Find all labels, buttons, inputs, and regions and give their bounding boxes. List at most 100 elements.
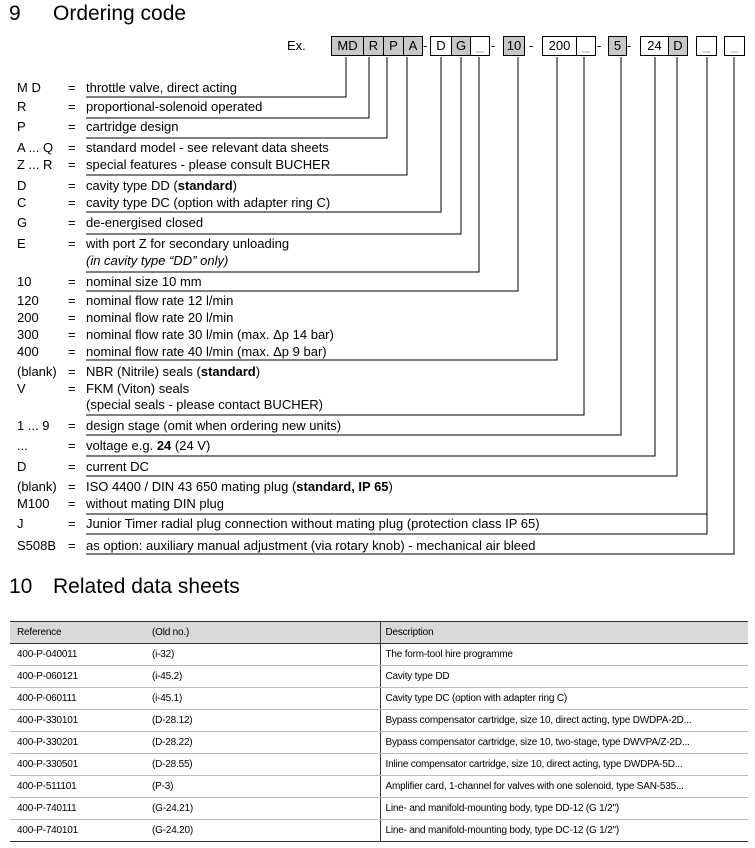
connector-line — [86, 57, 347, 98]
equals-sign: = — [68, 459, 76, 474]
code-separator: - — [597, 38, 602, 53]
cell-old-no: (i-32) — [145, 643, 380, 666]
description-text: special features - please consult BUCHER — [86, 157, 331, 172]
table-row: 400-P-740101 (G-24.20) Line- and manifold-… — [10, 819, 748, 842]
cell-description: Line- and manifold-mounting body, type D… — [379, 819, 748, 842]
equals-sign: = — [68, 418, 76, 433]
code-description: design stage (omit when ordering new uni… — [86, 418, 341, 434]
cell-reference: 400-P-511101 — [10, 775, 145, 798]
description-text: standard — [200, 364, 256, 379]
description-text: ) — [255, 364, 261, 379]
code-separator: - — [627, 38, 632, 53]
connector-line — [86, 57, 408, 176]
code-key: D — [17, 178, 27, 193]
cell-description: Cavity type DD — [379, 665, 748, 688]
cell-reference: 400-P-330101 — [10, 709, 145, 732]
equals-sign: = — [68, 293, 76, 308]
equals-sign: = — [68, 157, 76, 172]
table-row: 400-P-060121 (i-45.2) Cavity type DD — [10, 665, 748, 688]
code-box: MD — [331, 36, 364, 56]
description-text: nominal flow rate 40 l/min (max. Δp 9 ba… — [86, 344, 327, 359]
equals-sign: = — [68, 140, 76, 155]
code-separator: - — [423, 38, 428, 53]
description-text: proportional-solenoid operated — [86, 99, 263, 114]
cell-description: The form-tool hire programme — [379, 643, 748, 666]
equals-sign: = — [68, 381, 76, 396]
code-separator: - — [529, 38, 534, 53]
cell-description: Bypass compensator cartridge, size 10, d… — [379, 709, 748, 732]
equals-sign: = — [68, 479, 76, 494]
code-key: D — [17, 459, 27, 474]
cell-reference: 400-P-740111 — [10, 797, 145, 820]
code-box: _ — [576, 36, 596, 56]
code-description: ISO 4400 / DIN 43 650 mating plug (stand… — [86, 479, 393, 495]
code-description: FKM (Viton) seals — [86, 381, 189, 397]
code-key: 1 ... 9 — [17, 418, 50, 433]
code-key: 400 — [17, 344, 39, 359]
cell-old-no: (D-28.22) — [145, 731, 380, 754]
connector-line — [86, 57, 678, 477]
description-text: as option: auxiliary manual adjustment (… — [86, 538, 536, 553]
description-text: cavity type DC (option with adapter ring… — [86, 195, 331, 210]
code-box: _ — [724, 36, 745, 56]
description-text: without mating DIN plug — [86, 496, 225, 511]
equals-sign: = — [68, 236, 76, 251]
cell-description: Bypass compensator cartridge, size 10, t… — [379, 731, 748, 754]
code-box: A — [403, 36, 423, 56]
equals-sign: = — [68, 119, 76, 134]
equals-sign: = — [68, 80, 76, 95]
description-text: 24 — [156, 438, 172, 453]
code-description: proportional-solenoid operated — [86, 99, 262, 115]
description-text: Junior Timer radial plug connection with… — [86, 516, 540, 531]
code-key: V — [17, 381, 26, 396]
header-old-no: (Old no.) — [145, 621, 380, 644]
equals-sign: = — [68, 516, 76, 531]
code-key: 200 — [17, 310, 39, 325]
cell-old-no: (i-45.2) — [145, 665, 380, 688]
description-text: nominal flow rate 12 l/min — [86, 293, 234, 308]
cell-reference: 400-P-330201 — [10, 731, 145, 754]
code-description: cartridge design — [86, 119, 179, 135]
connector-line — [86, 57, 480, 273]
description-text: cartridge design — [86, 119, 179, 134]
description-text: throttle valve, direct acting — [86, 80, 238, 95]
cell-description: Amplifier card, 1-channel for valves wit… — [379, 775, 748, 798]
table-row: 400-P-330201 (D-28.22) Bypass compensator … — [10, 731, 748, 754]
cell-old-no: (i-45.1) — [145, 687, 380, 710]
cell-description: Inline compensator cartridge, size 10, d… — [379, 753, 748, 776]
description-text: standard, IP 65 — [296, 479, 389, 494]
section-10-heading: 10 Related data sheets — [9, 575, 240, 598]
code-key: Z ... R — [17, 157, 53, 172]
table-row: 400-P-511101 (P-3) Amplifier card, 1-chann… — [10, 775, 748, 798]
connector-line — [86, 57, 558, 361]
code-key: (blank) — [17, 479, 57, 494]
description-text: current DC — [86, 459, 149, 474]
description-text: de-energised closed — [86, 215, 204, 230]
code-key: 10 — [17, 274, 32, 289]
cell-reference: 400-P-330501 — [10, 753, 145, 776]
code-box: 10 — [503, 36, 525, 56]
equals-sign: = — [68, 538, 76, 553]
code-key: M100 — [17, 496, 50, 511]
code-separator: - — [491, 38, 496, 53]
code-description: nominal flow rate 30 l/min (max. Δp 14 b… — [86, 327, 334, 343]
cell-description: Cavity type DC (option with adapter ring… — [379, 687, 748, 710]
description-text: standard model - see relevant data sheet… — [86, 140, 329, 155]
connector-line — [86, 57, 656, 457]
description-text: NBR (Nitrile) seals ( — [86, 364, 201, 379]
table-header: Reference (Old no.) Description — [10, 621, 748, 644]
code-description: current DC — [86, 459, 149, 475]
connector-line — [86, 57, 519, 292]
equals-sign: = — [68, 195, 76, 210]
header-description: Description — [379, 621, 748, 644]
description-text: nominal size 10 mm — [86, 274, 202, 289]
related-data-sheets-table: Reference (Old no.) Description 400-P-04… — [10, 621, 748, 842]
code-box: _ — [696, 36, 717, 56]
code-description: nominal flow rate 20 l/min — [86, 310, 233, 326]
code-key: ... — [17, 438, 28, 453]
code-description: NBR (Nitrile) seals (standard) — [86, 364, 260, 380]
cell-old-no: (G-24.21) — [145, 797, 380, 820]
code-description: standard model - see relevant data sheet… — [86, 140, 329, 156]
code-description: nominal size 10 mm — [86, 274, 202, 290]
code-key: 120 — [17, 293, 39, 308]
